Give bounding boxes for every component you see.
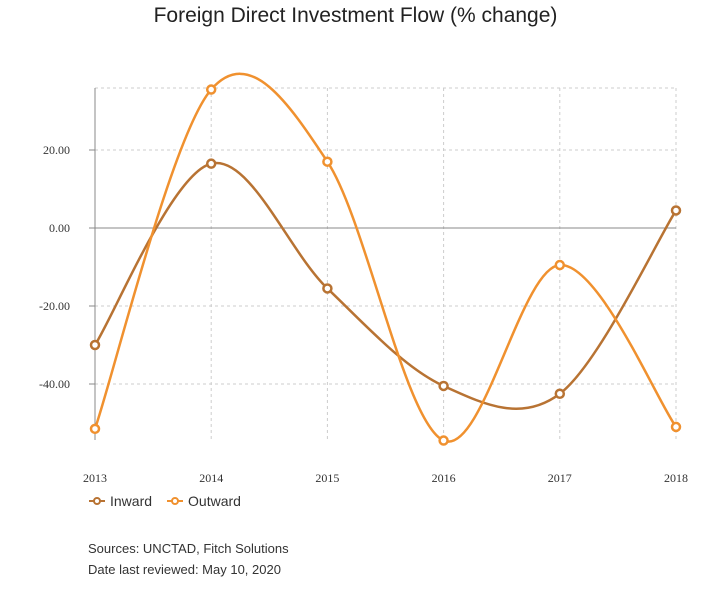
data-point-outward xyxy=(89,423,101,435)
data-point-inward xyxy=(89,339,101,351)
legend-label-inward: Inward xyxy=(110,493,153,509)
legend-item-inward[interactable]: Inward xyxy=(88,493,152,509)
data-point-outward xyxy=(322,156,333,167)
series-line-outward xyxy=(93,72,678,443)
chart-notes: Sources: UNCTAD, Fitch Solutions Date la… xyxy=(88,538,289,580)
series-layer[interactable] xyxy=(89,72,682,446)
review-date-note: Date last reviewed: May 10, 2020 xyxy=(88,562,281,577)
data-point-inward xyxy=(438,380,449,392)
legend: Inward Outward xyxy=(88,493,241,509)
series-line-inward xyxy=(93,161,678,410)
x-tick-label: 2014 xyxy=(199,471,223,485)
grid xyxy=(95,87,677,440)
x-tick-label: 2013 xyxy=(83,471,107,485)
data-point-inward xyxy=(554,388,566,399)
data-point-inward xyxy=(322,283,333,294)
axes xyxy=(89,88,676,440)
y-tick-label: 20.00 xyxy=(43,143,70,157)
data-point-outward xyxy=(438,435,449,446)
y-tick-label: -20.00 xyxy=(39,299,70,313)
y-tick-label: 0.00 xyxy=(49,221,70,235)
tick-labels: 20.00 0.00 -20.00 -40.00 2013 2014 2015 2016 201… xyxy=(39,143,688,485)
x-tick-label: 2017 xyxy=(548,471,572,485)
data-point-outward xyxy=(670,421,682,433)
data-point-outward xyxy=(554,259,566,271)
y-tick-label: -40.00 xyxy=(39,377,70,391)
data-point-inward xyxy=(205,158,217,169)
inward-legend-icon xyxy=(89,497,105,505)
chart-title: Foreign Direct Investment Flow (% change… xyxy=(153,4,558,27)
x-tick-label: 2018 xyxy=(664,471,688,485)
legend-item-outward[interactable]: Outward xyxy=(166,493,241,509)
x-tick-label: 2016 xyxy=(432,471,456,485)
outward-legend-icon xyxy=(167,497,184,505)
source-note: Sources: UNCTAD, Fitch Solutions xyxy=(88,541,289,556)
legend-label-outward: Outward xyxy=(188,493,241,509)
data-point-outward xyxy=(205,84,217,95)
x-tick-label: 2015 xyxy=(315,471,339,485)
data-point-inward xyxy=(670,205,682,216)
